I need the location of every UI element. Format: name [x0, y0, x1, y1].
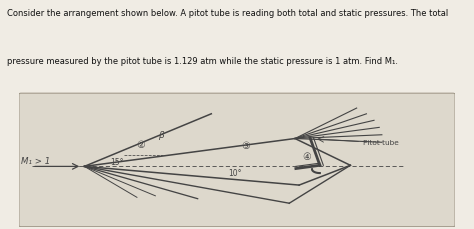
Text: 15°: 15° [110, 157, 124, 166]
Text: Pitot tube: Pitot tube [364, 139, 399, 145]
Text: M₁ > 1: M₁ > 1 [21, 156, 50, 165]
Text: ③: ③ [241, 140, 250, 150]
Text: ④: ④ [302, 151, 311, 161]
Text: β: β [158, 131, 164, 140]
Text: 10°: 10° [228, 168, 242, 177]
Text: ②: ② [137, 139, 146, 149]
FancyBboxPatch shape [19, 94, 455, 227]
Text: Consider the arrangement shown below. A pitot tube is reading both total and sta: Consider the arrangement shown below. A … [7, 9, 448, 18]
Text: pressure measured by the pitot tube is 1.129 atm while the static pressure is 1 : pressure measured by the pitot tube is 1… [7, 57, 398, 66]
